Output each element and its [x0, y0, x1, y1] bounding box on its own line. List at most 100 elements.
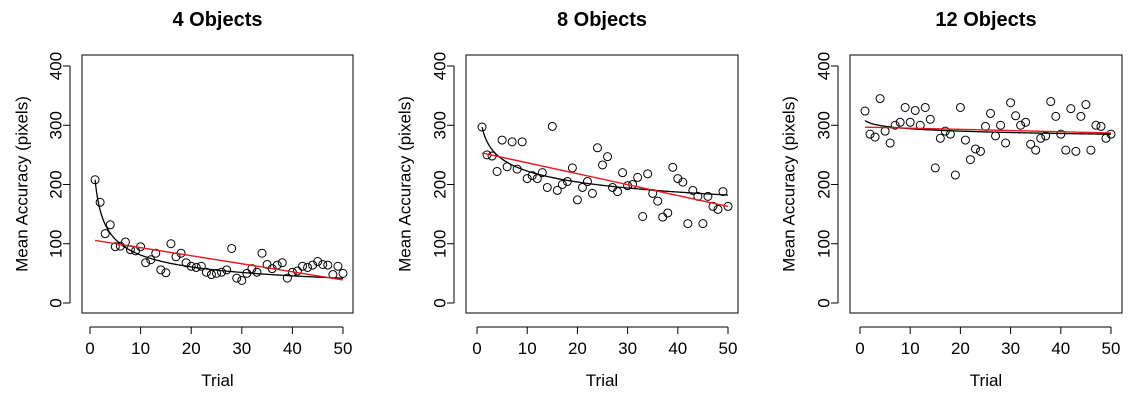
- data-point: [592, 143, 602, 153]
- data-point: [105, 220, 115, 230]
- data-point: [303, 262, 313, 272]
- x-tick-label: 20: [951, 339, 970, 358]
- data-point: [517, 137, 527, 147]
- y-tick-label: 300: [815, 111, 834, 139]
- data-point: [572, 195, 582, 205]
- x-tick-label: 0: [85, 339, 94, 358]
- chart-title: 8 Objects: [557, 9, 647, 31]
- x-axis-label: Trial: [201, 371, 233, 390]
- chart-title: 12 Objects: [935, 9, 1036, 31]
- x-tick-label: 0: [855, 339, 864, 358]
- linear-fit-line: [94, 239, 344, 281]
- data-point: [965, 155, 975, 165]
- data-point: [161, 268, 171, 278]
- data-point: [1011, 111, 1021, 121]
- data-point: [1096, 121, 1106, 131]
- data-point: [156, 265, 166, 275]
- x-tick-label: 50: [1102, 339, 1121, 358]
- data-point: [492, 166, 502, 176]
- panel-8-objects: 8 Objects 0 10 20 30 40 50 0 100 200 300 400 Trial Me…: [396, 9, 739, 390]
- data-point: [950, 170, 960, 180]
- data-point: [668, 162, 678, 172]
- data-point: [323, 260, 333, 270]
- data-point: [638, 211, 648, 221]
- data-point: [960, 135, 970, 145]
- data-point: [925, 114, 935, 124]
- plot-frame: [81, 54, 354, 314]
- data-point: [663, 208, 673, 218]
- data-point: [120, 237, 130, 247]
- power-fit-curve: [481, 126, 729, 196]
- data-point: [333, 261, 343, 271]
- y-tick-label: 400: [47, 52, 66, 80]
- data-point: [1031, 145, 1041, 155]
- data-point: [582, 177, 592, 187]
- data-point: [1081, 100, 1091, 110]
- data-point: [587, 188, 597, 198]
- data-point: [975, 146, 985, 156]
- y-tick-label: 200: [47, 170, 66, 198]
- data-point: [557, 180, 567, 189]
- data-point: [900, 102, 910, 112]
- data-point: [257, 248, 267, 258]
- data-point: [608, 182, 618, 192]
- y-tick-label: 400: [815, 52, 834, 80]
- chart-title: 4 Objects: [172, 9, 262, 31]
- data-point: [865, 129, 875, 139]
- data-point: [1076, 111, 1086, 121]
- data-point: [996, 120, 1006, 130]
- data-point: [870, 132, 880, 142]
- data-point: [955, 102, 965, 112]
- data-point: [212, 268, 221, 278]
- data-point: [683, 219, 693, 229]
- data-point: [1071, 146, 1081, 156]
- y-tick-label: 100: [431, 230, 450, 258]
- data-point: [522, 174, 532, 184]
- data-point: [141, 258, 151, 268]
- data-point: [1086, 145, 1096, 155]
- x-axis-label: Trial: [970, 371, 1002, 390]
- data-point: [860, 106, 870, 116]
- data-point: [277, 258, 287, 268]
- data-point: [477, 122, 487, 132]
- data-point: [598, 160, 607, 170]
- linear-fit-line: [481, 152, 729, 208]
- data-point: [905, 117, 915, 127]
- x-tick-label: 20: [182, 339, 201, 358]
- y-tick-label: 200: [815, 170, 834, 198]
- data-point: [910, 105, 920, 115]
- data-point: [110, 242, 120, 252]
- panel-12-objects: 12 Objects 0 10 20 30 40 50 0 100 200 300 400 Trial M…: [780, 9, 1123, 390]
- data-point: [201, 267, 211, 277]
- data-point: [507, 137, 517, 147]
- x-tick-label: 10: [518, 339, 537, 358]
- data-point: [527, 171, 537, 181]
- panel-4-objects: 4 Objects 0 10 20 30 40 50 0 100 200 300 400 Trial Me…: [13, 9, 354, 390]
- data-point: [1006, 98, 1016, 108]
- data-point: [1046, 97, 1056, 107]
- data-point: [920, 102, 930, 112]
- y-tick-label: 100: [47, 230, 66, 258]
- data-point: [298, 261, 308, 271]
- data-point: [227, 243, 237, 253]
- data-point: [678, 177, 688, 187]
- x-axis-label: Trial: [586, 371, 618, 390]
- data-point: [713, 204, 723, 214]
- data-point: [1036, 133, 1046, 143]
- y-axis-label: Mean Accuracy (pixels): [13, 96, 32, 272]
- data-point: [1091, 120, 1101, 130]
- data-point: [885, 138, 895, 148]
- y-tick-label: 300: [47, 111, 66, 139]
- data-point: [1066, 104, 1076, 114]
- data-point: [618, 168, 628, 178]
- data-point: [1001, 138, 1011, 148]
- power-fit-curve: [94, 179, 344, 279]
- data-point: [282, 273, 292, 283]
- data-point: [658, 212, 668, 222]
- data-point: [653, 196, 663, 206]
- data-point: [292, 266, 302, 276]
- data-point: [890, 120, 900, 130]
- data-point: [718, 187, 728, 197]
- plot-frame: [465, 54, 739, 314]
